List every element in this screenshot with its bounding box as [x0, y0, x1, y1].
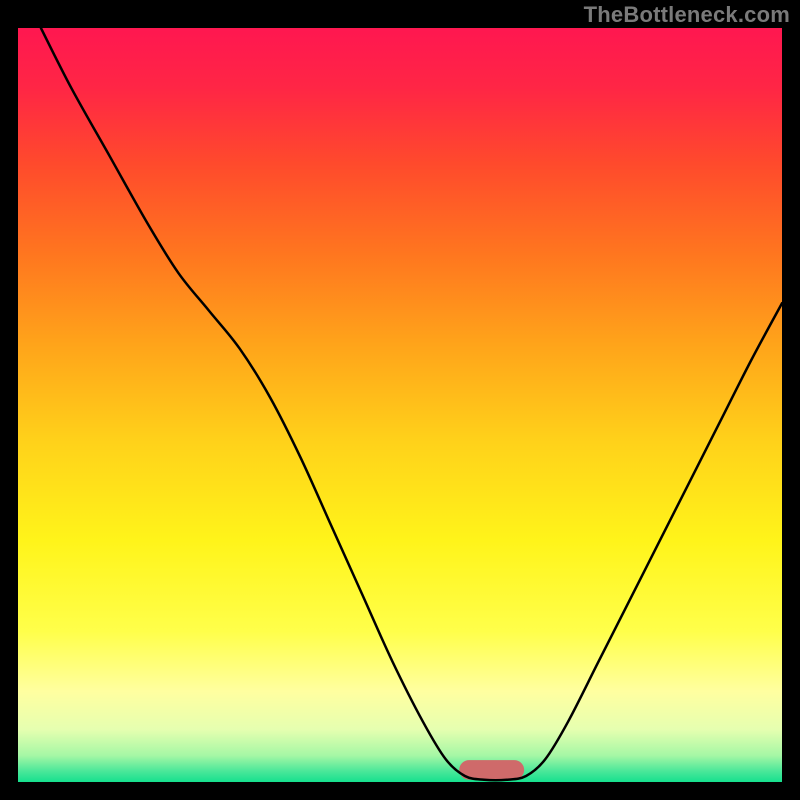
bottleneck-chart	[18, 28, 782, 782]
chart-background	[18, 28, 782, 782]
watermark-text: TheBottleneck.com	[584, 2, 790, 28]
chart-frame: TheBottleneck.com	[0, 0, 800, 800]
